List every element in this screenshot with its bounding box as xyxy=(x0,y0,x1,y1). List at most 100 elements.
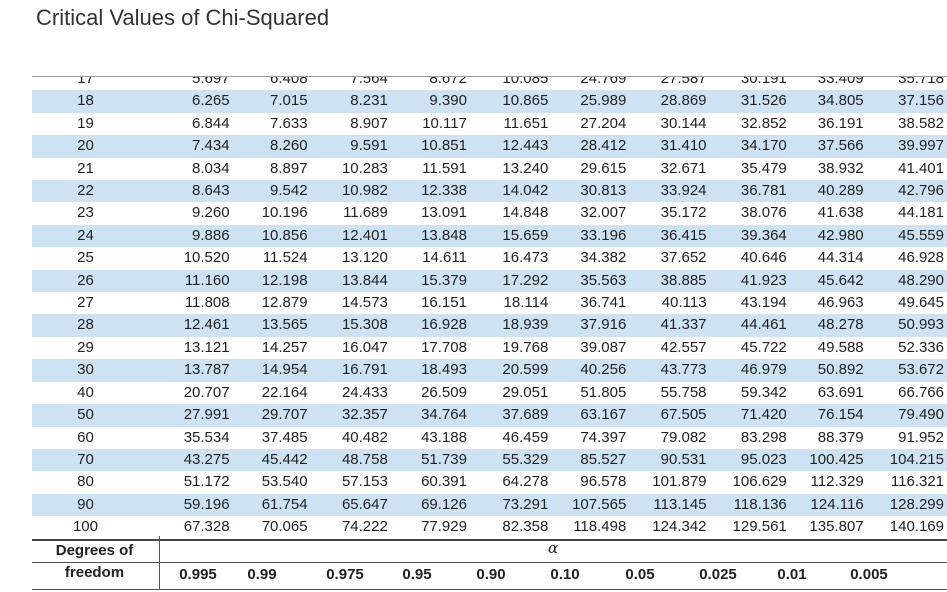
table-row: 18 6.265 7.015 8.231 9.390 10.865 25.989 28.869… xyxy=(32,90,947,113)
value-cell: 33.924 xyxy=(629,180,710,203)
value-cell: 118.498 xyxy=(551,516,630,541)
value-cell: 74.397 xyxy=(580,428,627,446)
df-cell: 60 xyxy=(77,428,94,446)
value-cell: 19.768 xyxy=(502,338,549,356)
value-cell: 118.136 xyxy=(709,493,790,517)
value-cell: 57.153 xyxy=(341,473,388,491)
value-cell: 8.672 xyxy=(429,76,467,87)
value-cell: 35.718 xyxy=(898,76,944,87)
table-row: 80 51.172 53.540 57.153 60.391 64.278 96.578 10… xyxy=(32,471,947,493)
value-cell: 17.708 xyxy=(421,338,467,356)
table-row: 30 13.787 14.954 16.791 18.493 20.599 40.256 43… xyxy=(32,359,947,382)
value-cell: 51.739 xyxy=(390,448,470,472)
value-cell: 65.647 xyxy=(310,493,391,517)
table-row: 70 43.275 45.442 48.758 51.739 55.329 85.527 90… xyxy=(32,448,947,472)
value-cell: 15.379 xyxy=(390,269,470,293)
value-cell: 38.076 xyxy=(740,204,787,222)
alpha-value: 0.01 xyxy=(777,566,807,583)
value-cell: 46.979 xyxy=(709,359,790,382)
value-cell: 37.156 xyxy=(866,90,947,113)
value-cell: 42.796 xyxy=(866,180,947,203)
value-cell: 20.707 xyxy=(183,383,230,401)
value-cell: 50.892 xyxy=(789,359,867,382)
value-cell: 5.697 xyxy=(192,76,230,87)
value-cell: 48.278 xyxy=(789,314,867,337)
value-cell: 53.672 xyxy=(866,359,947,382)
value-cell: 28.412 xyxy=(551,135,630,158)
df-cell: 80 xyxy=(77,473,94,491)
value-cell: 124.342 xyxy=(629,516,710,541)
value-cell: 39.364 xyxy=(709,224,790,248)
value-cell: 69.126 xyxy=(390,493,470,517)
value-cell: 14.848 xyxy=(502,204,549,222)
value-cell: 28.869 xyxy=(629,90,710,113)
value-cell: 12.198 xyxy=(232,269,311,293)
value-cell: 13.848 xyxy=(390,224,470,248)
value-cell: 30.191 xyxy=(740,76,787,87)
value-cell: 43.194 xyxy=(740,294,787,312)
value-cell: 33.196 xyxy=(551,224,630,248)
alpha-value: 0.005 xyxy=(850,566,888,583)
value-cell: 32.357 xyxy=(310,404,391,427)
table-top-rule xyxy=(32,76,947,77)
value-cell: 63.691 xyxy=(817,383,864,401)
value-cell: 85.527 xyxy=(551,448,630,472)
value-cell: 44.461 xyxy=(709,314,790,337)
value-cell: 44.181 xyxy=(898,204,944,222)
value-cell: 11.651 xyxy=(503,114,549,132)
value-cell: 35.534 xyxy=(183,428,230,446)
table-row: 100 67.328 70.065 74.222 77.929 82.358 118.498… xyxy=(32,516,947,541)
value-cell: 16.151 xyxy=(421,294,467,312)
value-cell: 12.443 xyxy=(469,135,552,158)
value-cell: 40.482 xyxy=(341,428,388,446)
value-cell: 27.587 xyxy=(660,76,707,87)
value-cell: 37.916 xyxy=(551,314,630,337)
degrees-of-freedom-label: Degrees of freedom xyxy=(32,540,157,584)
value-cell: 116.321 xyxy=(890,473,944,491)
table-row: 40 20.707 22.164 24.433 26.509 29.051 51.805 55… xyxy=(32,382,947,404)
value-cell: 55.758 xyxy=(660,383,707,401)
value-cell: 7.434 xyxy=(138,135,233,158)
value-cell: 26.509 xyxy=(421,383,467,401)
table-row: 20 7.434 8.260 9.591 10.851 12.443 28.412 31.41… xyxy=(32,135,947,158)
value-cell: 16.928 xyxy=(390,314,470,337)
value-cell: 79.082 xyxy=(660,428,707,446)
value-cell: 35.563 xyxy=(551,269,630,293)
alpha-value: 0.99 xyxy=(247,566,277,583)
value-cell: 8.034 xyxy=(192,159,230,177)
value-cell: 48.758 xyxy=(310,448,391,472)
value-cell: 90.531 xyxy=(629,448,710,472)
value-cell: 106.629 xyxy=(732,473,787,491)
value-cell: 40.256 xyxy=(551,359,630,382)
value-cell: 14.257 xyxy=(261,338,308,356)
value-cell: 35.172 xyxy=(660,204,707,222)
value-cell: 60.391 xyxy=(421,473,467,491)
value-cell: 34.764 xyxy=(390,404,470,427)
value-cell: 8.907 xyxy=(350,114,388,132)
chi-squared-table: 17 5.697 6.408 7.564 8.672 10.085 24.769 27.587… xyxy=(32,76,947,592)
value-cell: 8.231 xyxy=(310,90,391,113)
value-cell: 44.314 xyxy=(817,249,864,267)
value-cell: 13.844 xyxy=(310,269,391,293)
value-cell: 52.336 xyxy=(898,338,944,356)
value-cell: 39.087 xyxy=(580,338,627,356)
value-cell: 48.290 xyxy=(866,269,947,293)
value-cell: 74.222 xyxy=(310,516,391,541)
value-cell: 10.085 xyxy=(502,76,549,87)
value-cell: 11.160 xyxy=(138,269,233,293)
value-cell: 11.808 xyxy=(184,294,230,312)
value-cell: 13.565 xyxy=(232,314,311,337)
value-cell: 140.169 xyxy=(866,516,947,541)
table-row: 29 13.121 14.257 16.047 17.708 19.768 39.087 42… xyxy=(32,337,947,359)
value-cell: 30.144 xyxy=(660,114,707,132)
value-cell: 82.358 xyxy=(469,516,552,541)
value-cell: 77.929 xyxy=(390,516,470,541)
alpha-value: 0.05 xyxy=(625,566,655,583)
value-cell: 12.401 xyxy=(310,224,391,248)
value-cell: 32.007 xyxy=(580,204,627,222)
value-cell: 55.329 xyxy=(469,448,552,472)
value-cell: 34.382 xyxy=(580,249,627,267)
value-cell: 14.573 xyxy=(341,294,388,312)
df-cell: 50 xyxy=(32,404,139,427)
value-cell: 41.401 xyxy=(898,159,944,177)
